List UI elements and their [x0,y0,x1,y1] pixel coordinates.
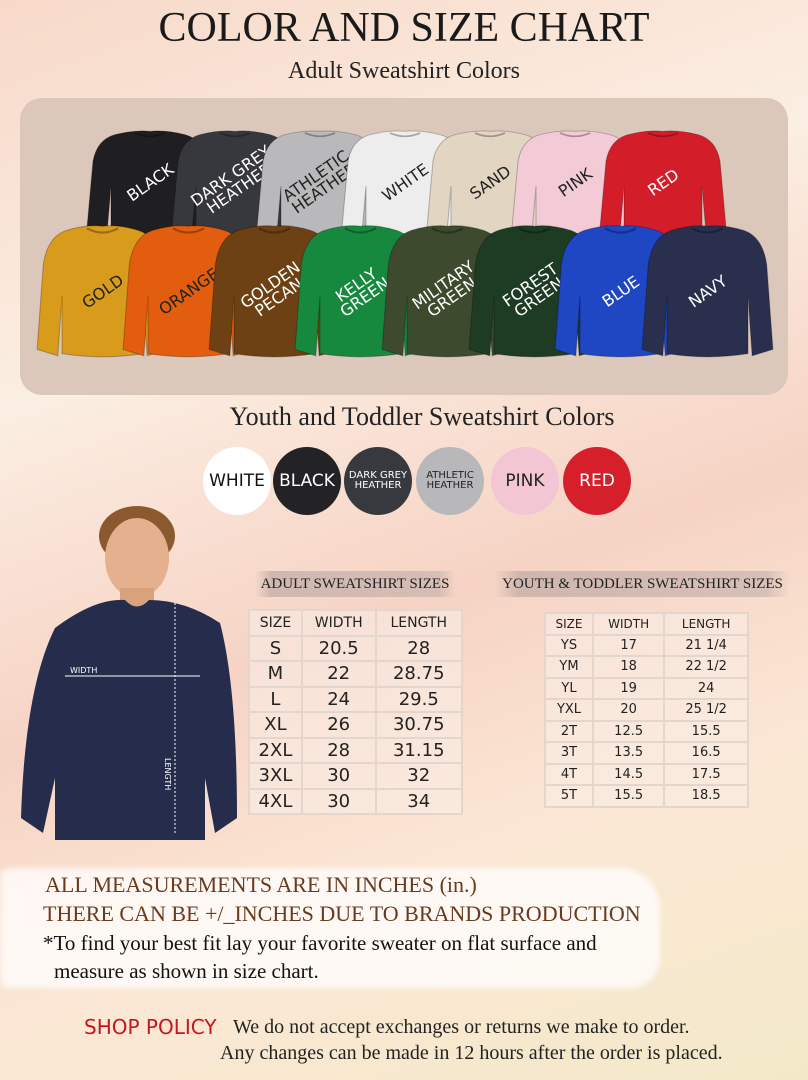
table-header: SIZE WIDTH LENGTH [543,612,749,636]
table-cell: 32 [374,762,463,790]
table-cell: 15.5 [663,719,749,743]
table-cell: YM [543,655,595,679]
table-cell: 20 [592,698,666,722]
table-cell: 14.5 [592,762,666,786]
table-cell: 28 [300,736,377,764]
table-cell: 19 [592,676,666,700]
table-cell: 4T [543,762,595,786]
table-cell: 18 [592,655,666,679]
table-cell: 30.75 [374,711,463,739]
note-fit-1: *To find your best fit lay your favorite… [43,931,597,955]
adult-colors-heading: Adult Sweatshirt Colors [288,58,520,84]
table-row: 4XL 30 34 [248,787,463,815]
note-variance: THERE CAN BE +/_INCHES DUE TO BRANDS PRO… [43,901,641,926]
table-row: S 20.5 28 [248,634,463,662]
table-row: 2XL 28 31.15 [248,736,463,764]
model-photo: WIDTH LENGTH [15,488,245,843]
table-cell: 17.5 [663,762,749,786]
table-cell: 12.5 [592,719,666,743]
swatch-red: RED [598,128,728,236]
table-cell: 29.5 [374,685,463,713]
table-row: YM 18 22 1/2 [543,655,749,679]
table-row: YS 17 21 1/4 [543,633,749,657]
adult-size-table: SIZE WIDTH LENGTH S 20.5 28 M 22 28.75 L 24 29.5 XL 2… [248,609,463,815]
youth-size-table: SIZE WIDTH LENGTH YS 17 21 1/4 YM 18 22 1/2 YL 19 2… [543,612,749,808]
sweatshirt-icon [641,225,774,358]
table-header: SIZE WIDTH LENGTH [248,609,463,637]
page-title: COLOR AND SIZE CHART [158,5,650,51]
table-cell: 17 [592,633,666,657]
table-cell: 4XL [248,787,303,815]
table-row: 3T 13.5 16.5 [543,741,749,765]
table-cell: 28 [374,634,463,662]
table-cell: 21 1/4 [663,633,749,657]
table-cell: 15.5 [592,784,666,808]
table-cell: 2T [543,719,595,743]
note-fit-2: measure as shown in size chart. [54,959,319,983]
table-cell: S [248,634,303,662]
table-cell: 16.5 [663,741,749,765]
table-row: 3XL 30 32 [248,762,463,790]
table-cell: YXL [543,698,595,722]
youth-swatch-athletic-heather: ATHLETIC HEATHER [416,447,484,515]
table-cell: 20.5 [300,634,377,662]
table-row: YXL 20 25 1/2 [543,698,749,722]
youth-sizes-title: YOUTH & TODDLER SWEATSHIRT SIZES [495,571,790,597]
column-header: LENGTH [374,609,463,637]
youth-swatch-pink: PINK [491,447,559,515]
table-cell: 13.5 [592,741,666,765]
swatch-navy: NAVY [640,222,775,360]
table-cell: YS [543,633,595,657]
table-cell: XL [248,711,303,739]
table-cell: 5T [543,784,595,808]
sweatshirt-icon [599,130,727,234]
column-header: WIDTH [300,609,377,637]
table-cell: 24 [300,685,377,713]
youth-swatch-black: BLACK [273,447,341,515]
table-cell: L [248,685,303,713]
table-cell: 28.75 [374,660,463,688]
width-label: WIDTH [70,666,97,675]
table-cell: 3T [543,741,595,765]
table-row: 2T 12.5 15.5 [543,719,749,743]
column-header: LENGTH [663,612,749,636]
table-row: XL 26 30.75 [248,711,463,739]
table-cell: 30 [300,787,377,815]
table-cell: 3XL [248,762,303,790]
model-illustration: WIDTH LENGTH [21,506,237,840]
table-cell: M [248,660,303,688]
length-label: LENGTH [163,758,172,790]
table-row: M 22 28.75 [248,660,463,688]
adult-sizes-title: ADULT SWEATSHIRT SIZES [255,571,455,597]
column-header: SIZE [543,612,595,636]
table-row: 4T 14.5 17.5 [543,762,749,786]
table-cell: 22 1/2 [663,655,749,679]
table-row: L 24 29.5 [248,685,463,713]
table-cell: 18.5 [663,784,749,808]
notes-background [0,868,660,988]
table-cell: YL [543,676,595,700]
table-cell: 22 [300,660,377,688]
table-cell: 31.15 [374,736,463,764]
column-header: WIDTH [592,612,666,636]
youth-swatch-dark-grey-heather: DARK GREY HEATHER [344,447,412,515]
shop-policy-line-1: We do not accept exchanges or returns we… [233,1016,690,1038]
table-cell: 24 [663,676,749,700]
table-cell: 30 [300,762,377,790]
table-row: 5T 15.5 18.5 [543,784,749,808]
youth-swatch-red: RED [563,447,631,515]
shop-policy-line-2: Any changes can be made in 12 hours afte… [220,1042,723,1064]
column-header: SIZE [248,609,303,637]
table-cell: 25 1/2 [663,698,749,722]
shop-policy-label: SHOP POLICY [84,1015,217,1039]
table-cell: 26 [300,711,377,739]
note-inches: ALL MEASUREMENTS ARE IN INCHES (in.) [45,872,477,897]
table-cell: 2XL [248,736,303,764]
table-row: YL 19 24 [543,676,749,700]
table-cell: 34 [374,787,463,815]
youth-swatch-white: WHITE [203,447,271,515]
youth-colors-heading: Youth and Toddler Sweatshirt Colors [229,402,615,431]
